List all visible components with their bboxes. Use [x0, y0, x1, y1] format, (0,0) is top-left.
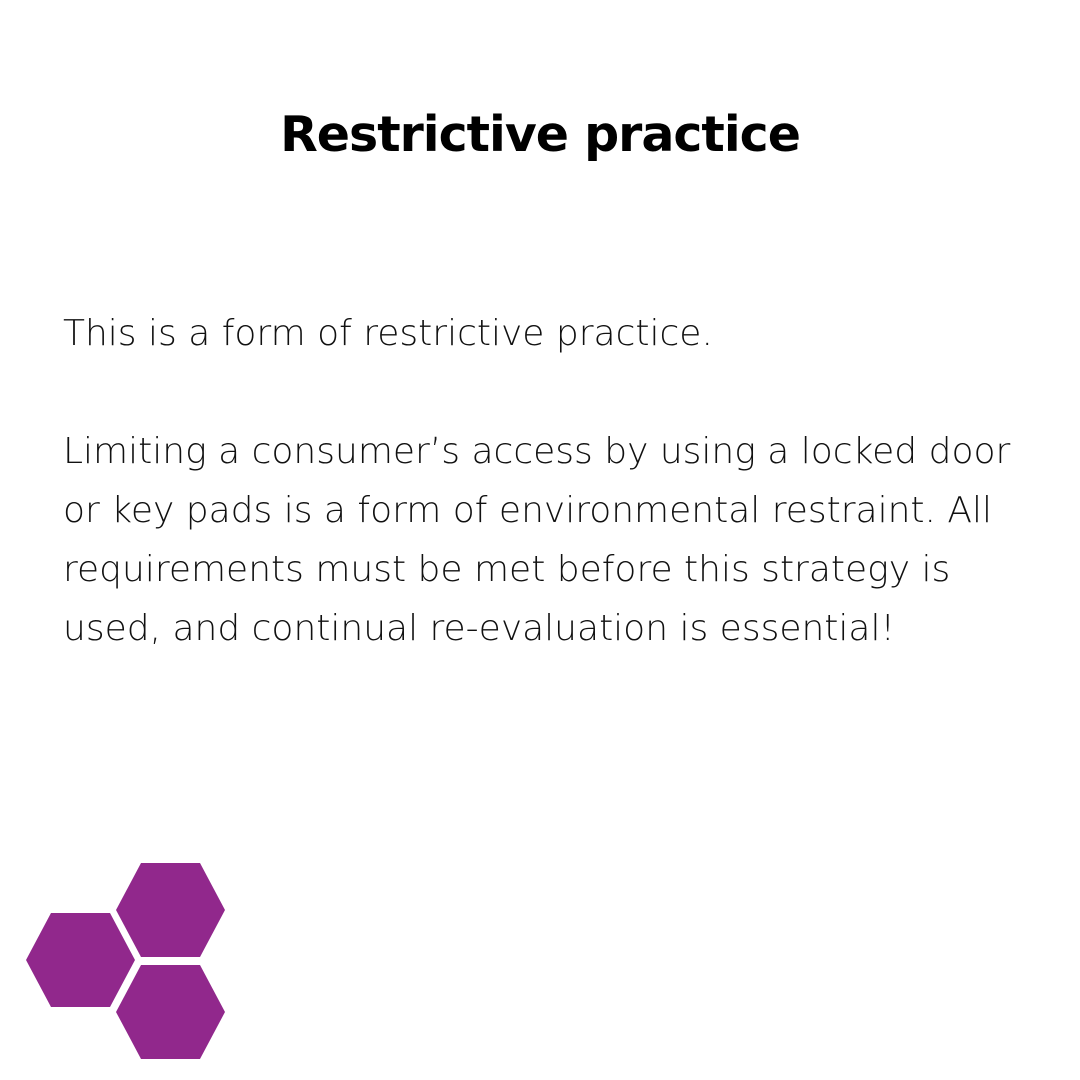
- hexagon-cluster-icon: [26, 863, 225, 1059]
- intro-paragraph: This is a form of restrictive practice.: [63, 313, 713, 354]
- hexagon-left-icon: [26, 913, 135, 1007]
- body-text: This is a form of restrictive practice. …: [63, 304, 1013, 658]
- page-title: Restrictive practice: [280, 106, 801, 163]
- hexagon-bottom-icon: [116, 965, 225, 1059]
- hexagon-top-icon: [116, 863, 225, 957]
- explanation-paragraph: Limiting a consumer’s access by using a …: [63, 431, 1011, 649]
